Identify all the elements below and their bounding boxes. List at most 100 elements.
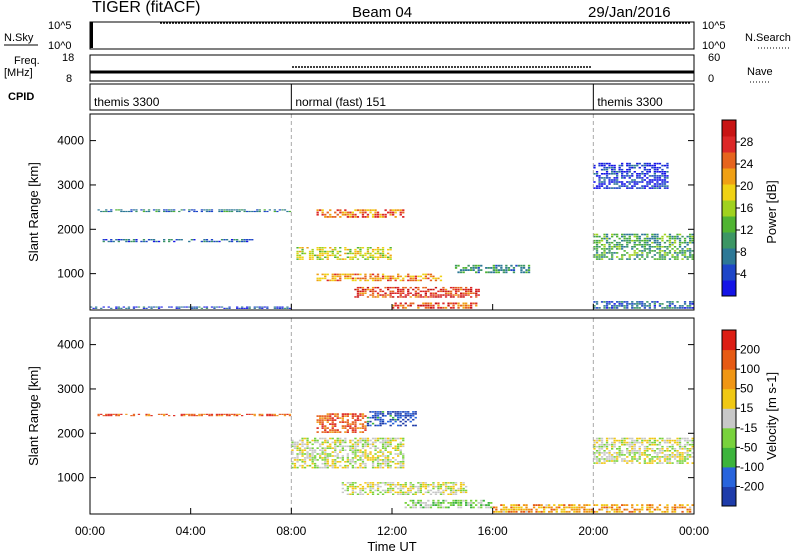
- power-cell: [603, 252, 606, 254]
- velocity-cell: [671, 510, 674, 513]
- velocity-cell: [319, 423, 322, 425]
- power-cell: [497, 269, 500, 271]
- power-cell: [316, 248, 319, 251]
- power-cell: [475, 304, 478, 307]
- power-cell: [646, 239, 649, 242]
- power-cell: [457, 304, 460, 307]
- power-cell: [389, 290, 392, 293]
- power-cell: [316, 254, 319, 257]
- power-cell: [525, 271, 528, 274]
- velocity-cell: [404, 415, 407, 417]
- velocity-cell: [605, 458, 609, 460]
- power-cell: [236, 307, 239, 309]
- velocity-cell: [404, 484, 407, 486]
- velocity-cell: [346, 423, 349, 425]
- power-cell: [417, 296, 420, 298]
- power-cell: [178, 307, 181, 309]
- power-cell: [495, 271, 498, 274]
- power-cell: [100, 210, 103, 213]
- velocity-cell: [661, 445, 664, 448]
- velocity-cell: [346, 464, 349, 467]
- power-cell: [467, 294, 470, 296]
- power-cell: [638, 254, 641, 256]
- power-cell: [152, 306, 156, 308]
- power-cell: [381, 290, 385, 293]
- velocity-cell: [442, 484, 445, 486]
- power-cell: [616, 252, 619, 254]
- power-cell: [671, 256, 674, 258]
- velocity-cell: [384, 441, 387, 444]
- power-cell: [392, 277, 395, 280]
- power-cell: [593, 248, 596, 250]
- velocity-cell: [678, 458, 682, 460]
- velocity-cell: [331, 464, 334, 467]
- power-cell: [603, 173, 606, 175]
- power-cell: [648, 168, 651, 171]
- power-cell: [595, 173, 599, 175]
- velocity-cell: [676, 439, 679, 442]
- velocity-cell: [412, 411, 415, 413]
- power-cell: [661, 258, 664, 260]
- velocity-cell: [600, 508, 604, 511]
- power-cell: [183, 306, 186, 308]
- colorbar-swatch: [722, 200, 736, 217]
- velocity-cell: [354, 453, 357, 455]
- velocity-cell: [656, 456, 659, 458]
- power-cell: [621, 248, 624, 250]
- power-cell: [324, 250, 327, 253]
- power-cell: [608, 166, 611, 169]
- power-cell: [613, 246, 616, 248]
- power-cell: [316, 277, 319, 280]
- power-cell: [616, 241, 619, 244]
- velocity-cell: [412, 499, 415, 502]
- velocity-cell: [346, 482, 349, 484]
- power-cell: [626, 244, 629, 246]
- power-cell: [454, 267, 458, 269]
- velocity-cell: [397, 449, 400, 451]
- velocity-cell: [623, 441, 626, 444]
- power-cell: [203, 209, 206, 211]
- velocity-cell: [636, 458, 639, 460]
- power-cell: [457, 294, 460, 296]
- power-cell: [394, 302, 397, 305]
- power-cell: [465, 288, 468, 291]
- velocity-cell: [646, 441, 649, 444]
- power-cell: [646, 305, 649, 307]
- power-cell: [387, 252, 390, 255]
- velocity-cell: [371, 466, 375, 469]
- power-cell: [678, 244, 682, 246]
- velocity-cell: [361, 459, 365, 461]
- power-cell: [646, 168, 649, 171]
- velocity-cell: [636, 450, 639, 452]
- power-cell: [150, 306, 153, 308]
- velocity-cell: [608, 450, 611, 452]
- velocity-cell: [303, 457, 307, 459]
- velocity-cell: [409, 415, 412, 417]
- power-cell: [381, 254, 385, 257]
- velocity-cell: [374, 441, 377, 444]
- power-cell: [631, 233, 634, 236]
- velocity-cell: [366, 484, 370, 486]
- power-cell: [384, 275, 387, 278]
- power-cell: [188, 240, 191, 243]
- power-cell: [626, 258, 629, 260]
- velocity-cell: [351, 464, 354, 467]
- power-cell: [633, 250, 636, 252]
- power-cell: [205, 307, 209, 309]
- power-cell: [296, 258, 299, 260]
- velocity-cell: [329, 419, 332, 421]
- power-cell: [316, 256, 319, 258]
- velocity-cell: [376, 411, 380, 413]
- velocity-cell: [414, 424, 417, 427]
- velocity-cell: [319, 453, 322, 455]
- velocity-cell: [278, 413, 281, 415]
- power-cell: [296, 247, 299, 249]
- velocity-cell: [407, 411, 410, 413]
- velocity-cell: [356, 445, 360, 448]
- velocity-cell: [324, 415, 327, 417]
- velocity-cell: [402, 484, 405, 486]
- power-cell: [374, 296, 377, 298]
- velocity-cell: [293, 464, 297, 467]
- power-cell: [595, 248, 599, 250]
- velocity-cell: [324, 453, 327, 455]
